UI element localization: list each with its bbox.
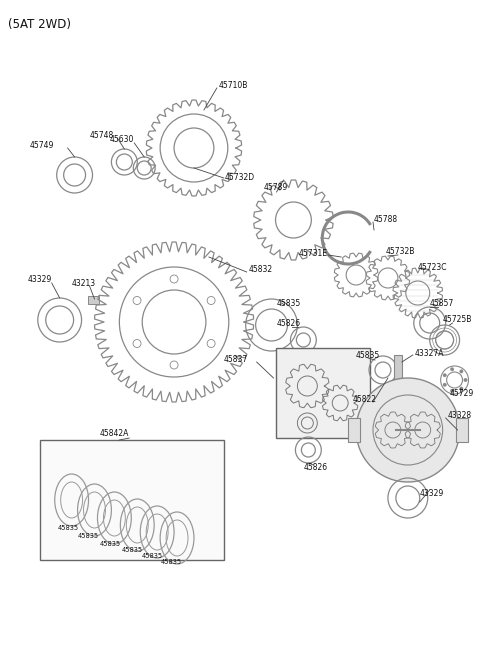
Text: 45729: 45729 <box>450 390 474 398</box>
Text: 45748: 45748 <box>90 131 114 140</box>
Circle shape <box>450 367 454 371</box>
Text: 45835: 45835 <box>121 547 143 553</box>
Text: 45710B: 45710B <box>219 81 248 89</box>
Circle shape <box>450 389 454 392</box>
Text: 45788: 45788 <box>374 216 398 224</box>
Text: 45731E: 45731E <box>299 249 327 258</box>
Text: 45826: 45826 <box>276 319 300 329</box>
Text: 45835: 45835 <box>58 525 79 531</box>
Circle shape <box>460 387 463 390</box>
Text: 45725B: 45725B <box>443 316 472 325</box>
Text: 45837: 45837 <box>224 356 248 365</box>
Text: 43327A: 43327A <box>415 348 444 358</box>
Text: 45822: 45822 <box>353 396 377 405</box>
Bar <box>456 418 468 442</box>
Text: 45723C: 45723C <box>418 262 447 272</box>
Circle shape <box>356 378 459 482</box>
Text: 45835: 45835 <box>356 350 380 359</box>
Circle shape <box>464 379 467 382</box>
Text: 45835: 45835 <box>141 553 162 559</box>
Text: 43329: 43329 <box>420 489 444 497</box>
Text: 45835: 45835 <box>99 541 120 547</box>
Text: 45835: 45835 <box>78 533 99 539</box>
Text: 43328: 43328 <box>448 411 472 420</box>
Bar <box>40 440 224 560</box>
Text: 45835: 45835 <box>161 559 182 565</box>
Bar <box>87 296 99 304</box>
Text: 45842A: 45842A <box>99 430 129 438</box>
Text: 45732D: 45732D <box>225 173 255 182</box>
Circle shape <box>443 373 446 377</box>
Text: 45630: 45630 <box>109 136 134 144</box>
Text: 45732B: 45732B <box>386 247 415 256</box>
Text: 45857: 45857 <box>430 300 454 308</box>
Text: 45826: 45826 <box>303 464 327 472</box>
Bar <box>276 348 370 438</box>
Circle shape <box>443 383 446 386</box>
Text: (5AT 2WD): (5AT 2WD) <box>8 18 71 31</box>
Text: 45832: 45832 <box>249 266 273 274</box>
Circle shape <box>460 370 463 373</box>
Text: 45749: 45749 <box>30 140 54 150</box>
Bar <box>394 355 402 397</box>
Text: 45789: 45789 <box>264 184 288 192</box>
Text: 43329: 43329 <box>28 276 52 285</box>
Bar <box>348 418 360 442</box>
Text: 45835: 45835 <box>276 298 301 308</box>
Text: 43213: 43213 <box>72 279 96 287</box>
